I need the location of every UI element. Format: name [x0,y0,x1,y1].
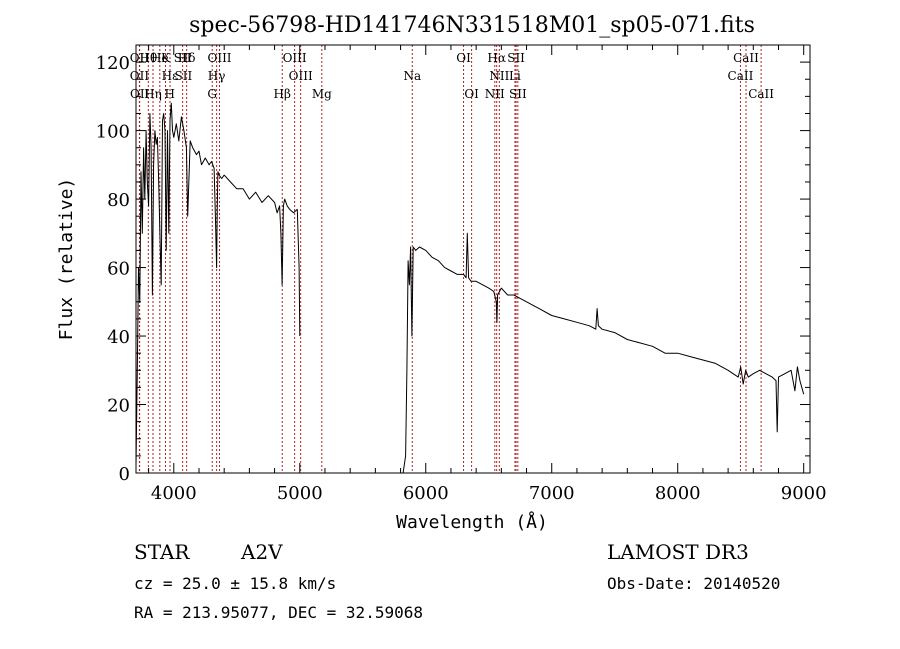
line-label: Hη [144,87,162,101]
emission-line-markers [139,45,761,473]
line-label: Hγ [208,69,226,83]
coordinates: RA = 213.95077, DEC = 32.59068 [134,603,423,622]
line-label: SII [175,69,193,83]
line-label: OIII [283,51,307,65]
spectrum-line [136,103,300,466]
x-tick-label: 5000 [277,483,323,504]
line-label: NII [489,69,509,83]
line-label: OIII [289,69,313,83]
line-label: H [165,87,175,101]
survey-name: LAMOST DR3 [607,540,749,564]
x-tick-label: 7000 [529,483,575,504]
x-tick-label: 8000 [655,483,701,504]
x-axis-label: Wavelength (Å) [396,511,548,533]
y-tick-label: 60 [107,259,130,280]
y-tick-label: 120 [96,53,130,74]
redshift-cz: cz = 25.0 ± 15.8 km/s [134,574,336,593]
line-label: CaII [728,69,754,83]
line-label: SII [507,51,525,65]
y-tick-label: 40 [107,327,130,348]
y-tick-label: 80 [107,190,130,211]
line-label: Hβ [274,87,291,101]
line-label: CaII [733,51,759,65]
line-label: G [207,87,217,101]
y-tick-label: 0 [119,464,130,485]
spectrum-series [136,103,804,473]
line-label: OI [456,51,471,65]
line-label: Li [509,69,521,83]
line-label: Hδ [178,51,196,65]
plot-frame [136,45,810,473]
line-label: OII [130,69,150,83]
line-label: K [161,51,171,65]
object-type: STAR [134,540,189,564]
observation-date: Obs-Date: 20140520 [607,574,780,593]
y-tick-label: 100 [96,122,130,143]
line-label: CaII [748,87,774,101]
y-tick-label: 20 [107,396,130,417]
line-label: OI [464,87,479,101]
y-axis-label: Flux (relative) [56,178,77,341]
x-tick-label: 4000 [151,483,197,504]
chart-title: spec-56798-HD141746N331518M01_sp05-071.f… [189,13,755,38]
line-label: OIII [207,51,231,65]
line-label: Hα [487,51,506,65]
line-label: SII [509,87,527,101]
line-label: Mg [312,87,332,101]
x-tick-label: 6000 [403,483,449,504]
line-label: Na [403,69,421,83]
line-label: NII [485,87,505,101]
spectral-subclass: A2V [241,540,283,564]
line-label: OII [130,51,150,65]
x-tick-label: 9000 [781,483,827,504]
